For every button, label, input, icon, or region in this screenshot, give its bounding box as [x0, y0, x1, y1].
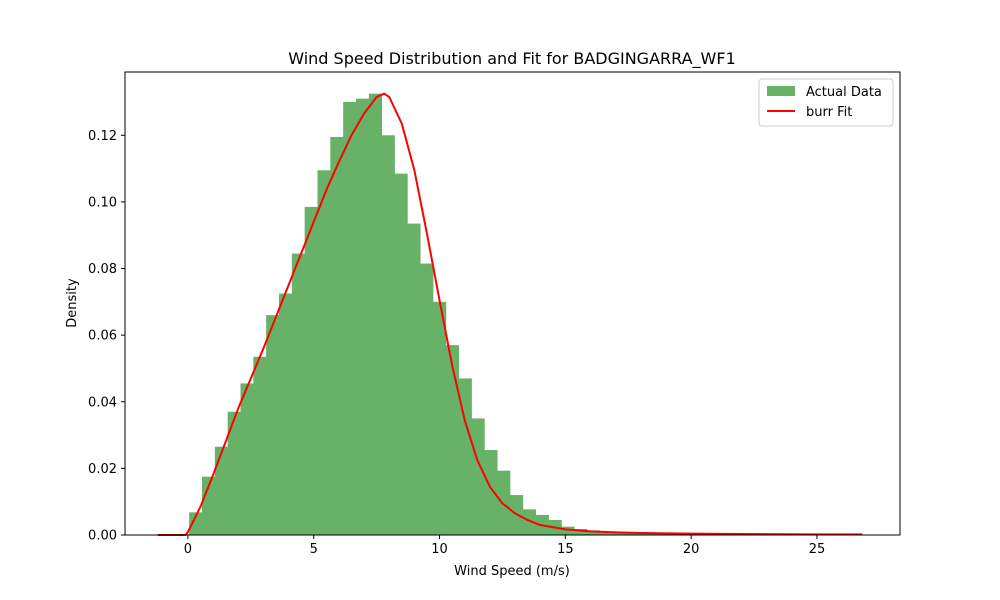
histogram-bar	[445, 345, 460, 535]
histogram-bar	[202, 476, 216, 535]
y-tick-label: 0.04	[88, 395, 117, 410]
histogram-bar	[253, 356, 267, 535]
histogram-bar	[522, 509, 537, 535]
y-tick-label: 0.12	[88, 129, 117, 144]
chart-title: Wind Speed Distribution and Fit for BADG…	[288, 49, 736, 69]
histogram-bar	[304, 206, 318, 535]
histogram-bar	[612, 532, 626, 535]
x-tick-label: 15	[557, 542, 574, 557]
histogram-bar	[343, 101, 357, 535]
x-tick-label: 5	[310, 542, 318, 557]
y-axis-label: Density	[65, 278, 80, 328]
x-axis-label: Wind Speed (m/s)	[454, 564, 570, 579]
histogram-bar	[355, 98, 370, 536]
fit-line	[157, 92, 863, 536]
histogram-bar	[625, 533, 639, 535]
x-axis-ticks: 0 5 10 15 20 25	[184, 535, 825, 557]
legend-label-burr-fit: burr Fit	[806, 105, 852, 120]
histogram-bars	[189, 93, 806, 536]
histogram-bar	[651, 533, 665, 535]
histogram-bar	[420, 263, 434, 535]
histogram-bar	[278, 293, 293, 535]
x-tick-label: 0	[184, 542, 192, 557]
histogram-bar	[432, 301, 447, 535]
histogram-bar	[317, 170, 331, 535]
fit-curve-group	[157, 92, 863, 536]
histogram-bar	[381, 135, 395, 536]
y-tick-label: 0.06	[88, 329, 117, 344]
x-tick-label: 10	[431, 542, 448, 557]
histogram-bar	[227, 411, 241, 535]
histogram-bar	[599, 531, 614, 535]
histogram-bar	[561, 526, 575, 535]
histogram-bar	[638, 533, 652, 535]
histogram-bar	[330, 136, 344, 535]
x-tick-label: 20	[683, 542, 700, 557]
histogram-bar	[484, 450, 498, 535]
histogram-bar	[394, 173, 408, 535]
histogram-bar	[574, 529, 588, 535]
histogram-bar	[407, 223, 421, 535]
y-tick-label: 0.00	[88, 529, 117, 544]
histogram-bar	[458, 378, 472, 535]
histogram-bar	[291, 253, 306, 536]
histogram-bar	[471, 418, 485, 535]
legend: Actual Data burr Fit	[758, 78, 894, 127]
histogram-bar	[586, 530, 601, 535]
histogram-bar	[266, 315, 280, 535]
legend-swatch-actual-data	[767, 86, 795, 96]
y-tick-label: 0.10	[88, 195, 117, 210]
legend-label-actual-data: Actual Data	[806, 85, 882, 100]
histogram-bar	[189, 512, 203, 535]
y-tick-label: 0.02	[88, 462, 117, 477]
histogram-bar	[497, 470, 511, 535]
histogram-bar	[214, 446, 229, 535]
histogram-bar	[240, 383, 254, 535]
x-tick-label: 25	[809, 542, 826, 557]
y-axis-ticks: 0.00 0.02 0.04 0.06 0.08 0.10 0.12	[88, 129, 125, 544]
plot-area-frame	[124, 71, 901, 536]
y-tick-label: 0.08	[88, 262, 117, 277]
histogram-bar	[368, 93, 383, 536]
